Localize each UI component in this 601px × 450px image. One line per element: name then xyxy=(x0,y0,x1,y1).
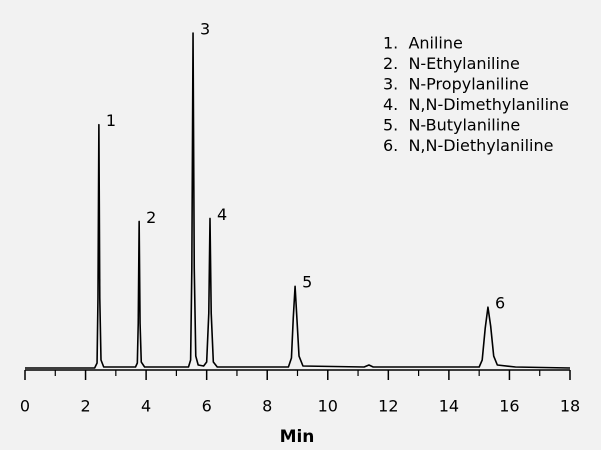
x-tick-label: 14 xyxy=(439,397,459,416)
legend-entry: 4. N,N-Dimethylaniline xyxy=(383,95,569,114)
x-tick-label: 4 xyxy=(141,397,151,416)
x-tick-label: 6 xyxy=(202,397,212,416)
peak-label: 3 xyxy=(200,20,210,39)
peak-label: 2 xyxy=(146,208,156,227)
x-tick-label: 0 xyxy=(20,397,30,416)
peak-label: 1 xyxy=(106,111,116,130)
legend-entry: 2. N-Ethylaniline xyxy=(383,54,520,73)
x-tick-label: 8 xyxy=(262,397,272,416)
legend-entry: 3. N-Propylaniline xyxy=(383,75,529,94)
x-tick-label: 16 xyxy=(499,397,519,416)
peak-label: 5 xyxy=(302,273,312,292)
x-tick-label: 12 xyxy=(378,397,398,416)
legend-entry: 5. N-Butylaniline xyxy=(383,116,520,135)
peak-label: 4 xyxy=(217,205,227,224)
legend-entry: 1. Aniline xyxy=(383,34,463,53)
x-tick-label: 10 xyxy=(318,397,338,416)
trace-line xyxy=(25,32,571,369)
x-tick-label: 18 xyxy=(560,397,580,416)
x-tick-label: 2 xyxy=(80,397,90,416)
legend-entry: 6. N,N-Diethylaniline xyxy=(383,136,553,155)
peak-label: 6 xyxy=(495,294,505,313)
x-axis-label: Min xyxy=(280,427,315,447)
